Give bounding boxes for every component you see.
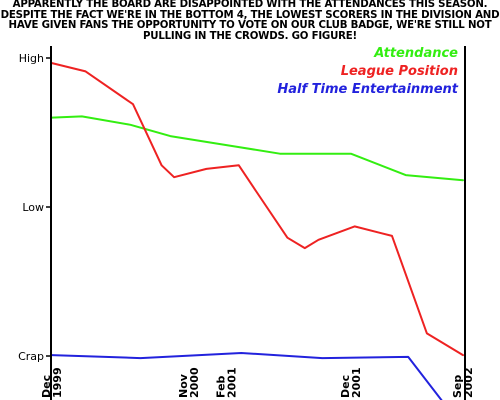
chart-caption: Apparently the board are disappointed wi… [0,0,500,42]
x-tick-label-line: 2001 [350,367,363,398]
x-tick-label-line: Nov [177,373,190,398]
series-line-half-time-entertainment [51,352,443,400]
x-tick-label-line: 1999 [51,367,64,398]
x-tick-label-line: 2001 [225,367,238,398]
legend-entry-half-time-entertainment: Half Time Entertainment [277,82,458,97]
legend-entry-league-position: League Position [341,64,458,79]
y-tick-label-high: High [19,52,44,65]
y-tick-label-low: Low [22,201,44,214]
series-line-attendance [51,115,464,182]
x-tick-label-line: 2000 [188,367,201,398]
y-tick-label-crap: Crap [18,350,44,363]
x-tick-label-line: 2002 [462,367,475,398]
series-line-league-position [51,62,464,357]
x-tick-label-line: Feb [214,375,227,398]
legend-entry-attendance: Attendance [373,46,458,61]
x-tick-label-line: Dec [339,375,352,398]
x-tick-label-line: Sep [451,375,464,398]
x-tick-label-line: Dec [40,375,53,398]
